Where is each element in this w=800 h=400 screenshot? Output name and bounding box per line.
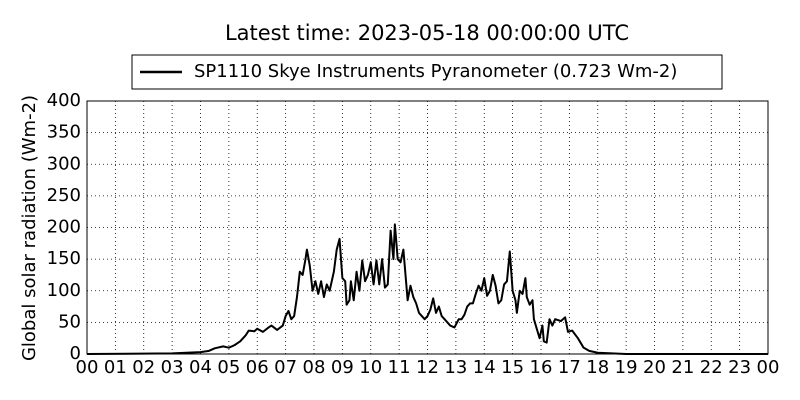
- x-tick-label: 00: [76, 357, 99, 378]
- y-tick-label: 350: [47, 122, 81, 143]
- x-tick-label: 02: [132, 357, 155, 378]
- x-tick-label: 13: [444, 357, 467, 378]
- plot-frame: [86, 100, 769, 355]
- x-tick-label: 14: [473, 357, 496, 378]
- legend-label: SP1110 Skye Instruments Pyranometer (0.7…: [194, 61, 677, 82]
- x-tick-label: 00: [757, 357, 780, 378]
- x-tick-label: 20: [643, 357, 666, 378]
- x-tick-label: 17: [558, 357, 581, 378]
- x-tick-label: 19: [615, 357, 638, 378]
- x-tick-label: 15: [501, 357, 524, 378]
- x-tick-label: 03: [161, 357, 184, 378]
- x-tick-label: 08: [303, 357, 326, 378]
- y-tick-label: 200: [47, 217, 81, 238]
- x-tick-label: 23: [728, 357, 751, 378]
- x-tick-label: 22: [700, 357, 723, 378]
- y-tick-label: 400: [47, 90, 81, 111]
- x-tick-label: 05: [217, 357, 240, 378]
- x-tick-label: 18: [586, 357, 609, 378]
- x-tick-label: 09: [331, 357, 354, 378]
- y-tick-label: 250: [47, 185, 81, 206]
- legend: [131, 54, 723, 90]
- y-axis-label: Global solar radiation (Wm-2): [19, 95, 40, 361]
- x-tick-label: 16: [530, 357, 553, 378]
- y-tick-label: 150: [47, 248, 81, 269]
- y-tick-label: 300: [47, 153, 81, 174]
- data-line: [86, 223, 768, 355]
- x-tick-label: 01: [104, 357, 127, 378]
- x-tick-label: 10: [359, 357, 382, 378]
- y-tick-label: 100: [47, 280, 81, 301]
- y-tick-label: 0: [70, 343, 81, 364]
- x-tick-label: 11: [388, 357, 411, 378]
- chart-title: Latest time: 2023-05-18 00:00:00 UTC: [225, 21, 629, 45]
- x-tick-label: 21: [671, 357, 694, 378]
- x-tick-label: 07: [274, 357, 297, 378]
- x-tick-label: 12: [416, 357, 439, 378]
- x-tick-label: 06: [246, 357, 269, 378]
- y-tick-label: 50: [58, 311, 81, 332]
- x-tick-label: 04: [189, 357, 212, 378]
